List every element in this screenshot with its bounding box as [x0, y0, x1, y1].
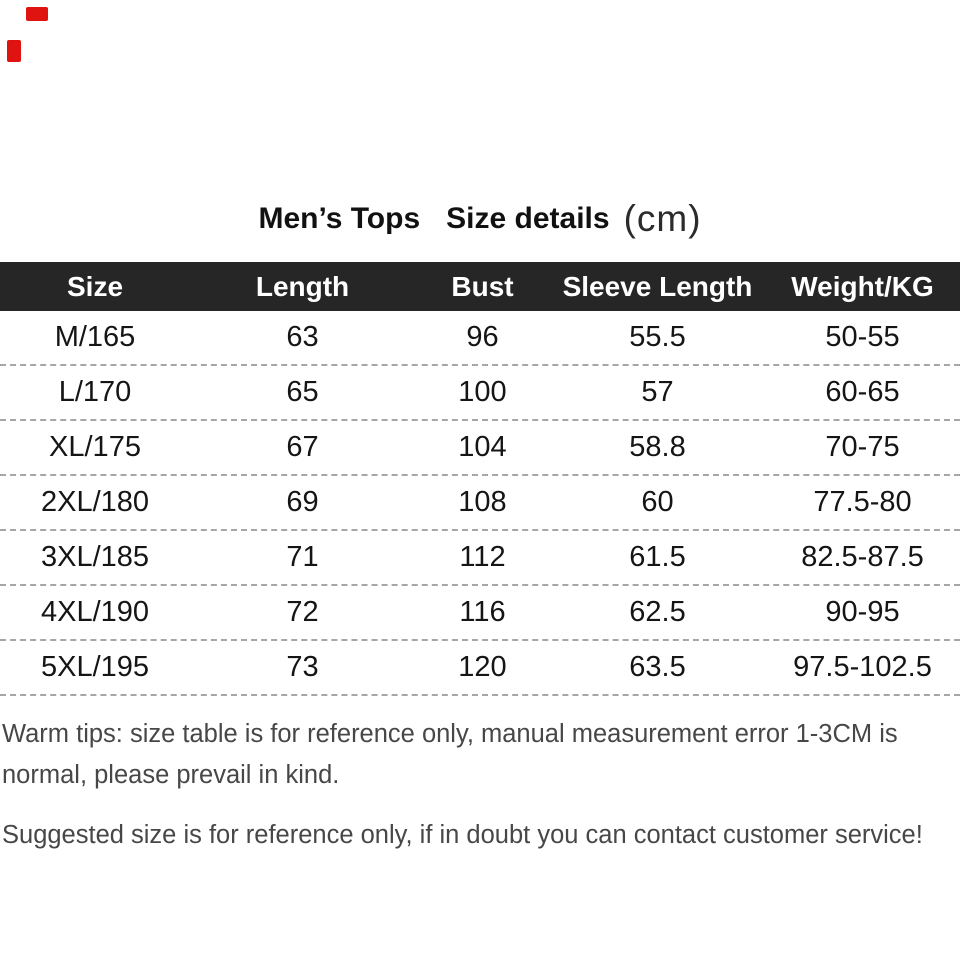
header-size: Size — [66, 270, 124, 302]
size-table: Size Length Bust Sleeve Length Weight/KG… — [0, 262, 960, 696]
cell-length: 67 — [286, 431, 319, 463]
title-unit-cm: (cm) — [623, 198, 702, 239]
table-row: L/170 65 100 57 60-65 — [0, 366, 960, 421]
notes-section: Warm tips: size table is for reference o… — [0, 714, 960, 856]
table-row: 2XL/180 69 108 60 77.5-80 — [0, 476, 960, 531]
cell-size: 2XL/180 — [40, 486, 150, 518]
cell-size: XL/175 — [49, 431, 141, 463]
cell-length: 69 — [286, 486, 319, 518]
cell-bust: 104 — [458, 431, 507, 463]
cell-size: M/165 — [54, 321, 136, 353]
cell-weight: 50-55 — [825, 321, 900, 353]
header-length: Length — [255, 270, 350, 302]
cell-weight: 82.5-87.5 — [801, 541, 924, 573]
table-header-row: Size Length Bust Sleeve Length Weight/KG — [0, 262, 960, 311]
cell-sleeve: 61.5 — [629, 541, 686, 573]
cell-weight: 77.5-80 — [813, 486, 912, 518]
cell-bust: 116 — [459, 596, 506, 628]
cell-bust: 108 — [458, 486, 507, 518]
warm-tips-text: Warm tips: size table is for reference o… — [2, 720, 898, 789]
cell-length: 71 — [286, 541, 319, 573]
cell-weight: 70-75 — [825, 431, 900, 463]
cell-weight: 97.5-102.5 — [793, 651, 932, 683]
cell-sleeve: 62.5 — [629, 596, 686, 628]
cell-bust: 100 — [458, 376, 507, 408]
cell-size: 4XL/190 — [40, 596, 150, 628]
watermark-mark-top — [26, 7, 48, 21]
table-row: M/165 63 96 55.5 50-55 — [0, 311, 960, 366]
cell-sleeve: 60 — [641, 486, 674, 518]
title-product: Men’s Tops — [258, 202, 421, 235]
cell-sleeve: 63.5 — [629, 651, 686, 683]
cell-weight: 90-95 — [825, 596, 900, 628]
cell-length: 72 — [286, 596, 319, 628]
header-sleeve-length: Sleeve Length — [562, 270, 753, 302]
cell-sleeve: 55.5 — [629, 321, 686, 353]
cell-length: 63 — [286, 321, 319, 353]
title-size-details: Size details — [446, 202, 610, 235]
table-row: 3XL/185 71 112 61.5 82.5-87.5 — [0, 531, 960, 586]
table-row: 4XL/190 72 116 62.5 90-95 — [0, 586, 960, 641]
header-weight: Weight/KG — [791, 270, 934, 302]
table-row: 5XL/195 73 120 63.5 97.5-102.5 — [0, 641, 960, 696]
suggested-size-text: Suggested size is for reference only, if… — [2, 821, 923, 849]
cell-size: 3XL/185 — [40, 541, 150, 573]
cell-weight: 60-65 — [825, 376, 900, 408]
page-title: Men’s Tops Size details (cm) — [0, 198, 960, 240]
cell-bust: 96 — [466, 321, 499, 353]
watermark-mark-left — [7, 40, 21, 62]
cell-sleeve: 58.8 — [629, 431, 686, 463]
cell-length: 73 — [286, 651, 319, 683]
cell-sleeve: 57 — [641, 376, 674, 408]
table-row: XL/175 67 104 58.8 70-75 — [0, 421, 960, 476]
cell-length: 65 — [286, 376, 319, 408]
header-bust: Bust — [451, 270, 514, 302]
cell-bust: 120 — [458, 651, 507, 683]
cell-size: L/170 — [58, 376, 132, 408]
cell-size: 5XL/195 — [40, 651, 150, 683]
cell-bust: 112 — [459, 541, 506, 573]
